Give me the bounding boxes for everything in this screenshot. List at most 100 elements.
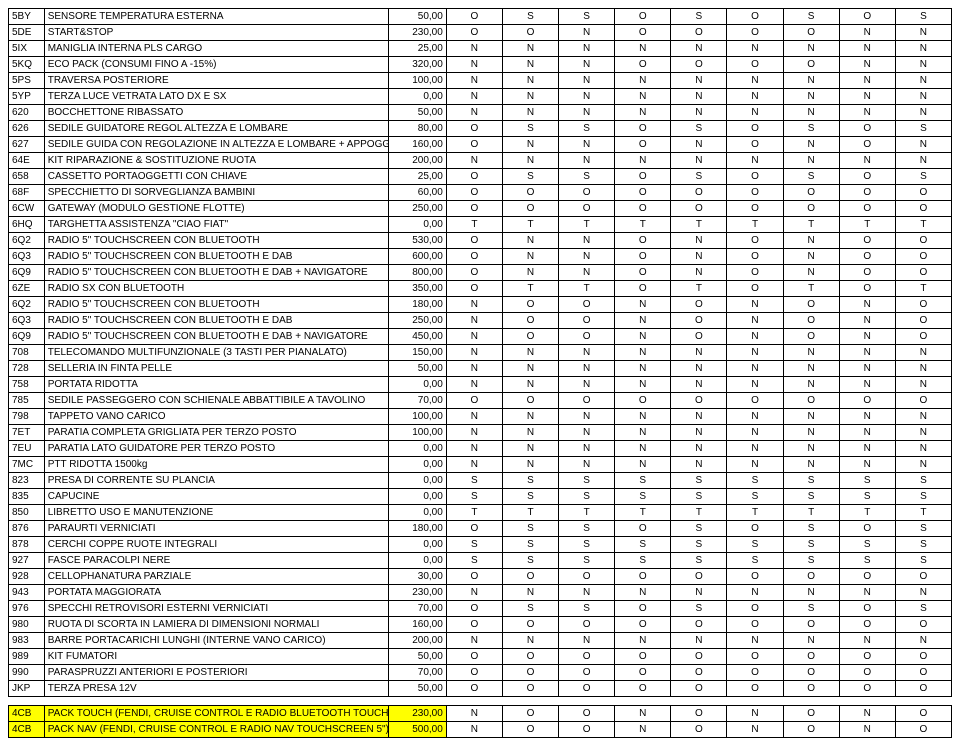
flag-cell: O	[783, 706, 839, 722]
table-row: 5BYSENSORE TEMPERATURA ESTERNA50,00OSSOS…	[9, 9, 952, 25]
flag-cell: N	[615, 105, 671, 121]
flag-cell: N	[895, 585, 951, 601]
flag-cell: S	[559, 169, 615, 185]
flag-cell: O	[559, 617, 615, 633]
flag-cell: N	[895, 25, 951, 41]
flag-cell: S	[727, 537, 783, 553]
desc-cell: PACK NAV (FENDI, CRUISE CONTROL E RADIO …	[44, 722, 388, 738]
flag-cell: O	[783, 57, 839, 73]
flag-cell: N	[727, 297, 783, 313]
price-cell: 0,00	[388, 505, 446, 521]
flag-cell: N	[502, 585, 558, 601]
flag-cell: N	[839, 585, 895, 601]
flag-cell: N	[727, 409, 783, 425]
flag-cell: N	[727, 313, 783, 329]
flag-cell: O	[727, 137, 783, 153]
flag-cell: N	[502, 105, 558, 121]
gap-row	[9, 697, 952, 706]
table-row: 850LIBRETTO USO E MANUTENZIONE0,00TTTTTT…	[9, 505, 952, 521]
flag-cell: O	[671, 313, 727, 329]
flag-cell: N	[671, 457, 727, 473]
price-cell: 70,00	[388, 601, 446, 617]
flag-cell: O	[727, 601, 783, 617]
flag-cell: N	[559, 41, 615, 57]
flag-cell: O	[502, 25, 558, 41]
flag-cell: O	[615, 665, 671, 681]
flag-cell: N	[671, 41, 727, 57]
table-row: 68FSPECCHIETTO DI SORVEGLIANZA BAMBINI60…	[9, 185, 952, 201]
desc-cell: CASSETTO PORTAOGGETTI CON CHIAVE	[44, 169, 388, 185]
table-row: 627SEDILE GUIDA CON REGOLAZIONE IN ALTEZ…	[9, 137, 952, 153]
code-cell: 627	[9, 137, 45, 153]
flag-cell: N	[502, 41, 558, 57]
flag-cell: O	[446, 649, 502, 665]
flag-cell: N	[446, 457, 502, 473]
desc-cell: RUOTA DI SCORTA IN LAMIERA DI DIMENSIONI…	[44, 617, 388, 633]
flag-cell: O	[502, 569, 558, 585]
flag-cell: T	[671, 505, 727, 521]
price-cell: 0,00	[388, 457, 446, 473]
flag-cell: O	[559, 665, 615, 681]
flag-cell: N	[446, 153, 502, 169]
flag-cell: O	[727, 281, 783, 297]
flag-cell: N	[446, 706, 502, 722]
flag-cell: N	[559, 265, 615, 281]
flag-cell: O	[502, 313, 558, 329]
flag-cell: O	[839, 249, 895, 265]
flag-cell: O	[615, 681, 671, 697]
flag-cell: S	[895, 553, 951, 569]
flag-cell: N	[839, 105, 895, 121]
flag-cell: O	[895, 665, 951, 681]
flag-cell: S	[783, 9, 839, 25]
flag-cell: O	[895, 649, 951, 665]
flag-cell: N	[671, 153, 727, 169]
flag-cell: N	[615, 706, 671, 722]
code-cell: 4CB	[9, 706, 45, 722]
flag-cell: N	[783, 73, 839, 89]
flag-cell: O	[615, 137, 671, 153]
flag-cell: S	[671, 121, 727, 137]
flag-cell: N	[783, 137, 839, 153]
flag-cell: O	[727, 521, 783, 537]
flag-cell: N	[502, 425, 558, 441]
flag-cell: S	[783, 521, 839, 537]
flag-cell: O	[727, 393, 783, 409]
flag-cell: N	[502, 441, 558, 457]
flag-cell: N	[783, 361, 839, 377]
desc-cell: PACK TOUCH (FENDI, CRUISE CONTROL E RADI…	[44, 706, 388, 722]
flag-cell: S	[783, 489, 839, 505]
table-row: 943PORTATA MAGGIORATA230,00NNNNNNNNN	[9, 585, 952, 601]
flag-cell: O	[727, 201, 783, 217]
flag-cell: S	[502, 9, 558, 25]
table-row: 928CELLOPHANATURA PARZIALE30,00OOOOOOOOO	[9, 569, 952, 585]
flag-cell: N	[727, 377, 783, 393]
flag-cell: O	[559, 201, 615, 217]
table-row: 6Q9RADIO 5" TOUCHSCREEN CON BLUETOOTH E …	[9, 329, 952, 345]
price-cell: 25,00	[388, 169, 446, 185]
table-row: 983BARRE PORTACARICHI LUNGHI (INTERNE VA…	[9, 633, 952, 649]
price-cell: 100,00	[388, 425, 446, 441]
flag-cell: N	[615, 89, 671, 105]
flag-cell: S	[727, 489, 783, 505]
code-cell: 5YP	[9, 89, 45, 105]
price-cell: 250,00	[388, 201, 446, 217]
flag-cell: N	[727, 457, 783, 473]
flag-cell: N	[839, 633, 895, 649]
code-cell: 4CB	[9, 722, 45, 738]
flag-cell: N	[671, 409, 727, 425]
flag-cell: O	[895, 706, 951, 722]
desc-cell: MANIGLIA INTERNA PLS CARGO	[44, 41, 388, 57]
flag-cell: N	[895, 41, 951, 57]
flag-cell: N	[839, 73, 895, 89]
flag-cell: N	[671, 73, 727, 89]
flag-cell: N	[615, 153, 671, 169]
desc-cell: TELECOMANDO MULTIFUNZIONALE (3 TASTI PER…	[44, 345, 388, 361]
flag-cell: O	[783, 329, 839, 345]
desc-cell: RADIO 5" TOUCHSCREEN CON BLUETOOTH	[44, 233, 388, 249]
flag-cell: N	[671, 105, 727, 121]
flag-cell: S	[502, 169, 558, 185]
flag-cell: T	[727, 505, 783, 521]
price-cell: 30,00	[388, 569, 446, 585]
price-cell: 160,00	[388, 137, 446, 153]
flag-cell: S	[671, 9, 727, 25]
